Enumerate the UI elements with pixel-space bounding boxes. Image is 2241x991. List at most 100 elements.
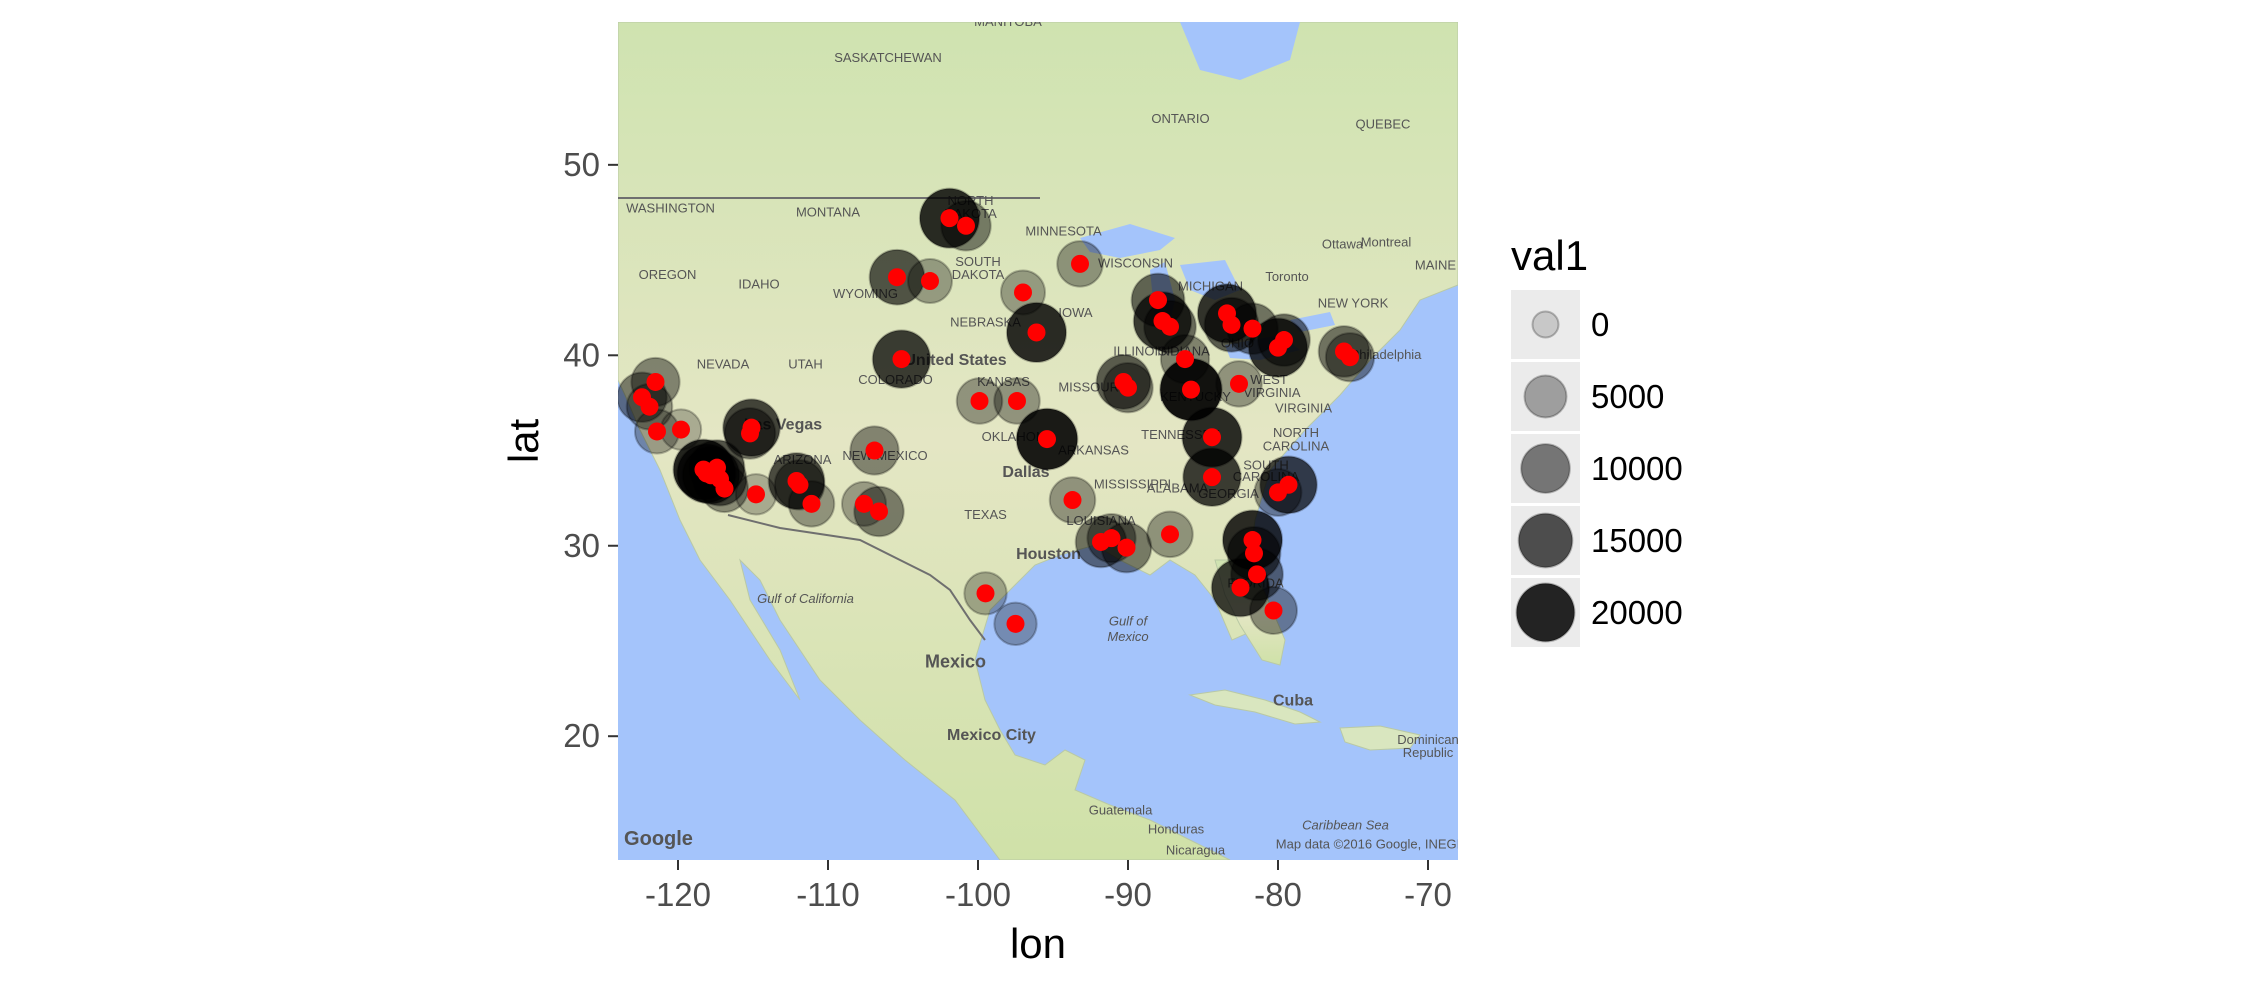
location-point [1269,483,1287,502]
map-label: IOWA [1058,305,1093,320]
map-label: KANSAS [977,374,1030,389]
map-label: OREGON [639,267,697,282]
x-axis-title: lon [1010,920,1066,967]
map-label: Map data ©2016 Google, INEGI [1276,837,1460,852]
location-point [1014,283,1032,302]
map-label: NEBRASKA [950,315,1021,330]
hispaniola-island [1339,725,1421,751]
cuba-island [1188,689,1322,725]
legend-symbol [1523,374,1568,419]
map-label: NORTH [1273,425,1319,440]
location-point [970,392,989,411]
location-point [865,441,884,460]
map-label: MANITOBA [974,14,1042,29]
map-label: Gulf of [1109,614,1149,629]
y-tick-label: 50 [563,146,600,183]
location-point [1245,544,1263,563]
hudson-bay [1180,22,1300,80]
map-label: Mexico [1107,629,1148,644]
location-point [1231,578,1250,597]
x-tick-label: -80 [1254,876,1302,913]
x-tick-label: -90 [1104,876,1152,913]
x-tick-label: -100 [945,876,1011,913]
location-point [921,272,939,291]
map-label: Dallas [1002,464,1049,481]
y-axis: 20 30 40 50 [563,146,618,754]
map-label: UTAH [788,357,822,372]
legend-label: 5000 [1591,378,1664,415]
location-point [1119,378,1137,397]
y-tick-label: 40 [563,336,600,373]
location-point [1161,317,1179,336]
location-point [1243,531,1262,550]
location-point [1275,331,1293,350]
location-point [1027,323,1046,342]
location-point [1230,374,1248,393]
map-label: Guatemala [1089,802,1153,817]
map-label: Honduras [1148,821,1205,836]
location-point [1341,348,1359,367]
legend-symbol [1531,310,1560,339]
map-label: CAROLINA [1263,439,1330,454]
location-point [1248,565,1266,584]
legend-key [1511,362,1580,431]
legend-symbol [1515,582,1576,643]
map-label: Republic [1403,745,1454,760]
map-label: VIRGINIA [1275,400,1332,415]
location-point [1008,392,1026,411]
map-label: SOUTH [955,254,1001,269]
y-tick-label: 30 [563,527,600,564]
location-point [672,420,690,439]
location-point [1222,315,1241,334]
map-label: MONTANA [796,204,860,219]
location-point [1149,291,1167,310]
map-label: Toronto [1265,269,1308,284]
map-label: Mexico [925,652,986,672]
location-point [640,397,659,416]
location-point [790,475,809,494]
legend-label: 15000 [1591,522,1683,559]
map-label: Gulf of California [757,591,854,606]
y-tick-label: 20 [563,717,600,754]
legend-label: 10000 [1591,450,1683,487]
location-point [1071,254,1089,273]
map-label: Caribbean Sea [1302,818,1389,833]
x-tick-label: -110 [796,876,860,913]
location-point [976,584,995,603]
location-point [892,350,911,369]
legend-label: 0 [1591,306,1609,343]
map-label: MISSISSIPPI [1094,477,1171,492]
location-point [1063,491,1082,510]
legend: 0 5000 10000 15000 20000 [1511,290,1683,647]
location-point [870,502,888,521]
map-label: MAINE [1415,258,1457,273]
map-label: MINNESOTA [1025,223,1102,238]
map-label: QUEBEC [1356,117,1411,132]
location-point [888,268,906,287]
map-label: IDAHO [738,277,779,292]
location-point [1203,428,1221,447]
location-point [855,494,873,513]
map-label: VIRGINIA [1243,385,1300,400]
location-point [1176,350,1194,369]
map-label: TEXAS [964,507,1007,522]
map-label: WISCONSIN [1098,256,1173,271]
location-point [957,216,975,235]
location-point [741,424,759,443]
map-label: Houston [1016,546,1081,563]
location-point [1102,529,1121,548]
location-point [1117,538,1136,557]
x-axis: -120 -110 -100 -90 -80 -70 [645,860,1452,913]
map-label: Mexico City [947,727,1036,744]
map-label: Google [624,828,693,850]
legend-symbol [1517,512,1574,569]
legend-symbol [1520,443,1571,494]
map-label: Nicaragua [1166,842,1226,857]
map-label: Ottawa [1322,237,1364,252]
map-label: NEVADA [697,357,750,372]
map-label: ONTARIO [1151,111,1209,126]
points-red-layer [633,209,1359,633]
map-label: Dominican [1397,732,1458,747]
map-label: DAKOTA [952,267,1005,282]
